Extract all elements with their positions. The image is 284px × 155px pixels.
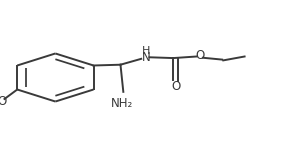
Text: NH₂: NH₂ [111, 97, 133, 110]
Text: H: H [142, 46, 150, 56]
Text: N: N [142, 51, 151, 64]
Text: O: O [195, 49, 205, 62]
Text: O: O [171, 80, 181, 93]
Text: O: O [0, 95, 6, 108]
